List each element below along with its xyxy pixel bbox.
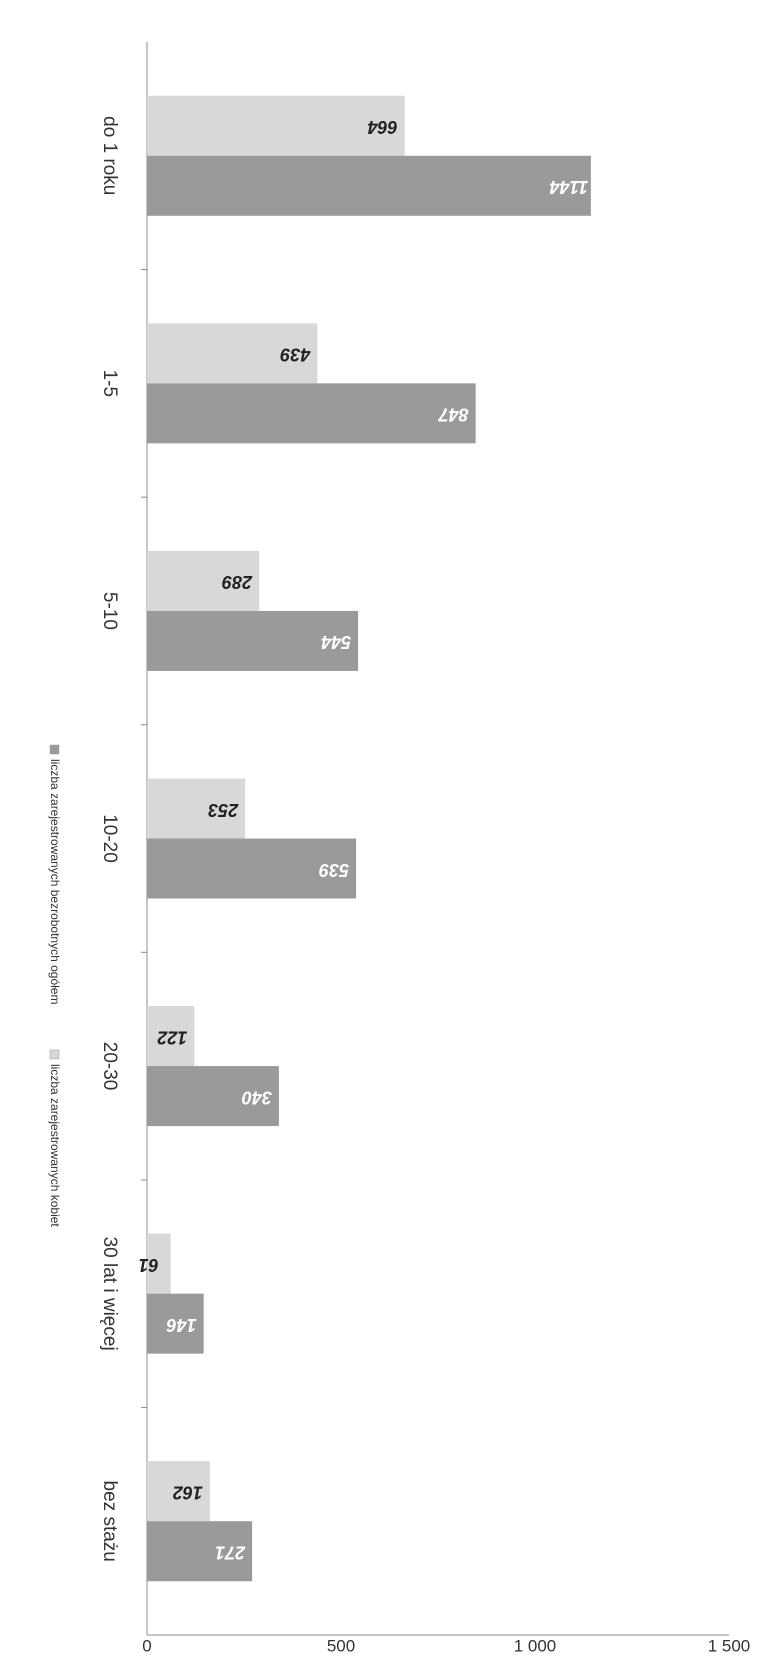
bar-ogolem — [146, 838, 357, 899]
value-tick-label: 1 500 — [708, 1636, 751, 1652]
data-label: 253 — [208, 800, 239, 820]
data-label: 847 — [438, 405, 469, 425]
bar-ogolem — [147, 1293, 204, 1354]
data-label: 122 — [157, 1027, 187, 1047]
value-tick-label: 0 — [142, 1636, 151, 1652]
data-label: 1144 — [550, 177, 589, 197]
category-label: 30 lat i więcej — [99, 1237, 120, 1351]
data-label: 61 — [139, 1255, 159, 1275]
data-label: 289 — [222, 572, 253, 592]
bar-ogolem — [147, 383, 476, 444]
data-label: 340 — [242, 1087, 272, 1107]
bar-ogolem — [146, 610, 359, 671]
value-tick-label: 500 — [327, 1636, 355, 1652]
data-label: 544 — [321, 632, 351, 652]
bar-kobiety — [147, 95, 405, 156]
bar-kobiety — [147, 323, 318, 384]
category-label: 5-10 — [99, 592, 120, 630]
legend-label: liczba zarejestrowanych bezrobotnych ogó… — [48, 759, 62, 1004]
bar-ogolem — [147, 1066, 279, 1127]
data-label: 271 — [215, 1542, 246, 1562]
bar-ogolem — [146, 155, 591, 216]
category-label: bez stażu — [99, 1481, 120, 1562]
category-label: do 1 roku — [99, 116, 120, 195]
bar-ogolem — [147, 1521, 253, 1582]
bar-kobiety — [147, 778, 246, 839]
data-label: 664 — [368, 117, 398, 137]
data-label: 162 — [173, 1482, 203, 1502]
bar-kobiety — [147, 1461, 210, 1522]
data-label: 539 — [319, 860, 349, 880]
category-label: 20-30 — [99, 1042, 120, 1091]
bar-kobiety — [146, 550, 260, 611]
value-tick-label: 1 000 — [514, 1636, 557, 1652]
chart-plot-area: 0 500 1 000 1 500 664 1144 do 1 roku 439 847 1-5 2… — [48, 42, 751, 1655]
category-label: 1-5 — [99, 370, 120, 397]
data-label: 146 — [166, 1315, 197, 1335]
category-label: 10-20 — [99, 814, 120, 863]
legend-label: liczba zarejestrowanych kobiet — [48, 1064, 62, 1227]
legend-swatch — [49, 744, 60, 755]
bar-kobiety — [147, 1006, 195, 1067]
legend-swatch — [49, 1049, 60, 1060]
data-label: 439 — [280, 345, 311, 365]
bar-kobiety — [147, 1233, 171, 1294]
